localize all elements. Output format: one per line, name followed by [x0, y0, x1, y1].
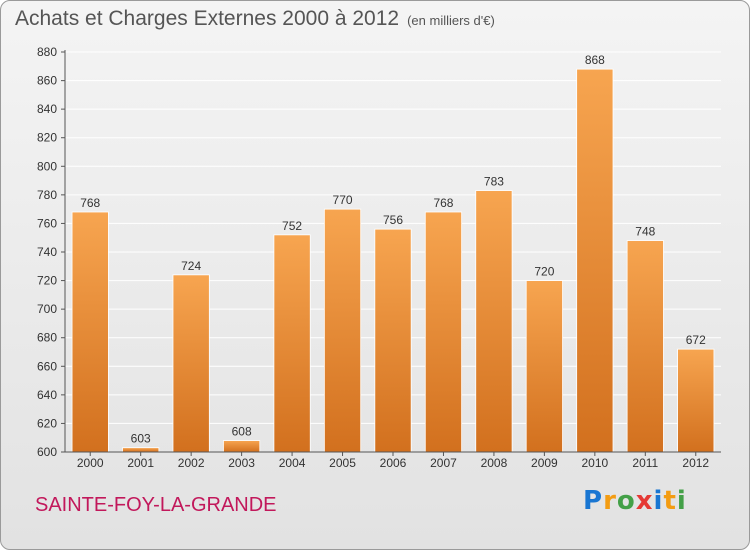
bar-2010 [576, 68, 614, 453]
y-tick-label: 640 [37, 388, 57, 402]
x-tick-label: 2011 [632, 456, 658, 470]
logo-letter: i [676, 486, 687, 516]
logo-letter: r [603, 486, 617, 516]
bar-2004 [273, 234, 311, 453]
data-label: 783 [484, 175, 504, 189]
y-tick-label: 660 [37, 359, 57, 373]
axes [61, 50, 721, 456]
data-label: 603 [131, 432, 151, 446]
y-tick-label: 820 [37, 131, 57, 145]
y-tick-label: 740 [37, 245, 57, 259]
y-tick-label: 700 [37, 302, 57, 316]
data-label: 770 [333, 193, 353, 207]
bar-2008 [475, 190, 513, 453]
bar-2007 [424, 211, 463, 453]
data-label: 768 [433, 196, 453, 210]
bars [71, 68, 715, 453]
data-label: 768 [80, 196, 100, 210]
x-tick-label: 2002 [178, 456, 205, 470]
data-label: 608 [232, 425, 252, 439]
x-tick-label: 2001 [127, 456, 154, 470]
y-tick-label: 780 [37, 188, 57, 202]
x-tick-label: 2003 [228, 456, 255, 470]
logo-letter: x [635, 486, 654, 516]
logo-letter: t [663, 486, 677, 516]
logo-letter: P [583, 486, 604, 516]
bar-2012 [677, 348, 715, 453]
bar-2011 [626, 240, 664, 453]
logo-letter: i [653, 486, 664, 516]
chart-title-text: Achats et Charges Externes 2000 à 2012 [15, 7, 400, 30]
y-tick-label: 620 [37, 416, 57, 430]
y-tick-label: 880 [37, 45, 57, 59]
x-tick-label: 2009 [531, 456, 558, 470]
x-tick-label: 2010 [581, 456, 608, 470]
bar-2006 [374, 228, 412, 453]
y-tick-label: 680 [37, 331, 57, 345]
logo-letter: o [616, 486, 636, 516]
y-tick-label: 720 [37, 274, 57, 288]
bar-2000 [71, 211, 109, 453]
x-tick-label: 2008 [481, 456, 508, 470]
proxiti-logo: Proxiti [583, 486, 687, 516]
y-tick-label: 760 [37, 216, 57, 230]
data-label: 748 [635, 225, 655, 239]
x-tick-label: 2005 [329, 456, 356, 470]
town-name: SAINTE-FOY-LA-GRANDE [35, 494, 277, 516]
chart-title: Achats et Charges Externes 2000 à 2012 (e… [15, 7, 495, 31]
x-tick-label: 2004 [279, 456, 306, 470]
data-label: 756 [383, 213, 403, 227]
x-tick-label: 2006 [380, 456, 407, 470]
chart-subtitle: (en milliers d'€) [407, 13, 495, 28]
bar-2001 [122, 447, 160, 453]
x-tick-label: 2007 [430, 456, 457, 470]
y-tick-label: 840 [37, 102, 57, 116]
x-tick-label: 2000 [77, 456, 104, 470]
data-label: 672 [686, 333, 706, 347]
y-tick-label: 600 [37, 445, 57, 459]
x-tick-label: 2012 [682, 456, 709, 470]
bar-2009 [525, 280, 563, 453]
data-label: 868 [585, 53, 605, 67]
bar-2002 [172, 274, 210, 453]
data-label: 752 [282, 219, 302, 233]
data-label: 720 [534, 265, 554, 279]
bar-2005 [323, 208, 362, 453]
y-tick-label: 860 [37, 74, 57, 88]
y-tick-label: 800 [37, 159, 57, 173]
bar-2003 [223, 440, 261, 453]
data-label: 724 [181, 259, 201, 273]
labels: 600 620 640 660 680 700 720 740 760 780 800 820 840 8… [37, 45, 709, 470]
